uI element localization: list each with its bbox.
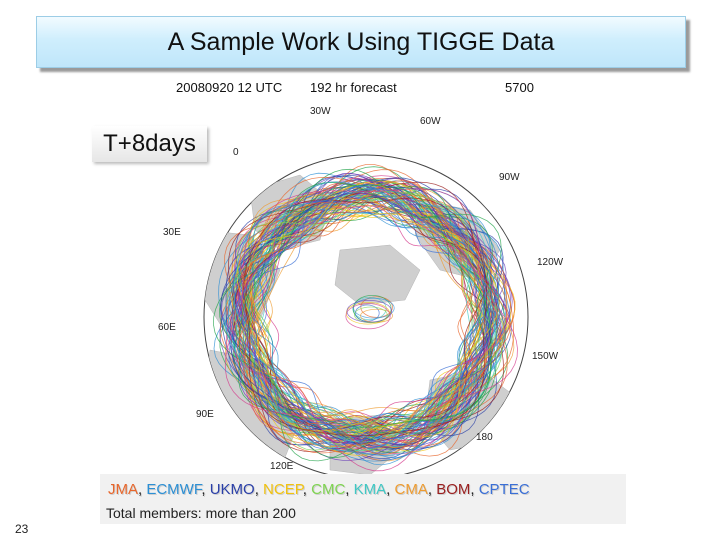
lon-label-2: 90W — [499, 172, 520, 183]
center-ecmwf: ECMWF — [146, 481, 202, 498]
center-cma: CMA — [394, 481, 428, 498]
ensemble-contour — [253, 192, 505, 441]
title-banner: A Sample Work Using TIGGE Data — [36, 16, 686, 68]
centers-legend: JMA, ECMWF, UKMO, NCEP, CMC, KMA, CMA, B… — [100, 474, 626, 524]
ensemble-contour — [247, 194, 508, 448]
lon-label-6: 0 — [233, 147, 239, 158]
ensemble-contour — [238, 190, 502, 450]
center-cptec: CPTEC — [478, 481, 530, 498]
ensemble-contour — [360, 296, 393, 318]
center-ncep: NCEP — [263, 481, 303, 498]
lead-time-text: T+8days — [103, 130, 196, 157]
ensemble-contour — [241, 195, 491, 439]
ensemble-contour — [220, 177, 492, 450]
plot-header-forecast: 192 hr forecast — [310, 80, 397, 95]
lon-label-8: 60E — [158, 322, 176, 333]
ensemble-contour — [236, 190, 503, 451]
ensemble-contour — [226, 180, 506, 454]
lead-time-label: T+8days — [92, 126, 207, 162]
lon-label-4: 150W — [532, 351, 559, 362]
lon-label-0: 30W — [310, 106, 331, 117]
lon-label-3: 120W — [537, 257, 564, 268]
center-bom: BOM — [436, 481, 471, 498]
ensemble-contour — [233, 182, 506, 452]
center-jma: JMA — [108, 481, 138, 498]
ensemble-contour — [231, 208, 473, 448]
members-text: Total members: more than 200 — [106, 505, 296, 521]
lon-label-9: 90E — [196, 409, 214, 420]
ensemble-contour — [232, 185, 500, 449]
page-number: 23 — [15, 522, 29, 536]
ensemble-contour — [238, 184, 493, 439]
centers-list: JMA, ECMWF, UKMO, NCEP, CMC, KMA, CMA, B… — [108, 481, 530, 498]
ensemble-contour — [232, 177, 506, 446]
ensemble-contour — [227, 188, 500, 456]
ensemble-contour — [353, 297, 395, 319]
center-kma: KMA — [353, 481, 387, 498]
ensemble-contour — [346, 299, 392, 323]
ensemble-contour — [244, 192, 487, 430]
ensemble-contour — [236, 180, 511, 455]
ensemble-contour — [353, 306, 388, 324]
ensemble-contour — [224, 181, 498, 452]
slide-title: A Sample Work Using TIGGE Data — [167, 27, 555, 56]
lon-label-5: 180 — [476, 432, 493, 443]
ensemble-contours — [213, 164, 518, 472]
lon-label-1: 60W — [420, 116, 441, 127]
ensemble-contour — [345, 303, 391, 330]
ensemble-contour — [238, 184, 492, 428]
ensemble-contour — [261, 201, 502, 443]
lon-label-7: 30E — [163, 227, 181, 238]
center-cmc: CMC — [311, 481, 346, 498]
ensemble-contour — [235, 187, 497, 443]
ensemble-contour — [251, 212, 480, 436]
plot-header-date: 20080920 12 UTC — [176, 80, 283, 95]
ensemble-contour — [224, 188, 518, 472]
lon-label-10: 120E — [270, 461, 294, 472]
plot-header-value: 5700 — [505, 80, 534, 95]
center-ukmo: UKMO — [209, 481, 255, 498]
